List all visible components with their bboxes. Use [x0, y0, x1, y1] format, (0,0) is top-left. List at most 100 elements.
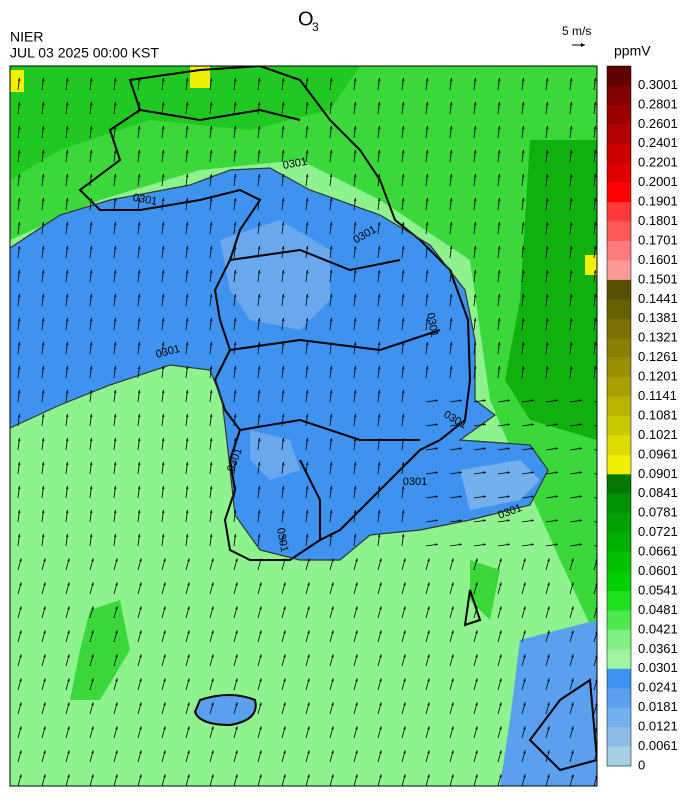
wind-arrowhead	[41, 222, 45, 225]
wind-arrowhead	[401, 246, 405, 249]
wind-arrowhead	[329, 174, 333, 177]
wind-arrowhead	[43, 582, 46, 586]
wind-arrowhead	[499, 726, 502, 730]
wind-arrowhead	[115, 726, 118, 730]
wind-arrowhead	[41, 438, 45, 441]
wind-arrowhead	[137, 222, 141, 225]
wind-arrowhead	[89, 126, 93, 129]
wind-arrowhead	[163, 606, 166, 610]
wind-arrowhead	[89, 198, 93, 201]
wind-arrowhead	[161, 366, 165, 369]
wind-arrowhead	[233, 390, 237, 393]
wind-arrowhead	[137, 126, 141, 129]
wind-arrowhead	[283, 678, 286, 682]
wind-arrowhead	[161, 222, 165, 225]
wind-arrowhead	[161, 246, 165, 249]
field-blue-light	[460, 460, 540, 510]
wind-arrowhead	[89, 366, 93, 369]
wind-arrowhead	[211, 582, 214, 586]
wind-arrowhead	[281, 246, 285, 249]
wind-arrowhead	[91, 774, 94, 778]
wind-arrowhead	[603, 471, 606, 474]
wind-arrowhead	[401, 270, 405, 273]
wind-arrowhead	[523, 630, 526, 634]
wind-arrowhead	[91, 558, 94, 562]
wind-arrowhead	[569, 78, 573, 81]
colorbar-label: 0.1601	[638, 252, 678, 267]
wind-arrowhead	[475, 558, 478, 562]
wind-arrowhead	[578, 471, 582, 474]
wind-arrowhead	[451, 606, 454, 610]
wind-arrowhead	[473, 222, 477, 225]
wind-arrowhead	[497, 270, 501, 273]
wind-arrowhead	[65, 462, 69, 465]
colorbar-label: 0.0781	[638, 505, 678, 520]
wind-arrowhead	[497, 150, 501, 153]
wind-arrowhead	[211, 606, 214, 610]
wind-arrowhead	[41, 462, 45, 465]
wind-arrowhead	[89, 102, 93, 105]
colorbar-label: 0.0301	[638, 660, 678, 675]
wind-arrowhead	[209, 150, 213, 153]
wind-arrowhead	[209, 270, 213, 273]
wind-arrowhead	[209, 174, 213, 177]
wind-arrowhead	[473, 342, 477, 345]
wind-arrowhead	[434, 543, 438, 546]
wind-arrowhead	[187, 582, 190, 586]
wind-arrowhead	[377, 510, 381, 513]
colorbar-bin	[607, 163, 631, 184]
wind-arrowhead	[209, 366, 213, 369]
wind-arrowhead	[569, 270, 573, 273]
wind-arrowhead	[578, 423, 582, 426]
wind-arrowhead	[377, 222, 381, 225]
wind-arrowhead	[523, 582, 526, 586]
colorbar-bin	[607, 513, 631, 534]
wind-arrowhead	[43, 654, 46, 658]
wind-arrowhead	[115, 582, 118, 586]
wind-arrowhead	[377, 438, 381, 441]
wind-arrowhead	[89, 462, 93, 465]
wind-arrowhead	[161, 174, 165, 177]
wind-arrowhead	[235, 750, 238, 754]
wind-arrowhead	[377, 150, 381, 153]
wind-arrowhead	[449, 222, 453, 225]
wind-arrowhead	[259, 582, 262, 586]
wind-arrowhead	[571, 726, 574, 730]
wind-arrowhead	[401, 198, 405, 201]
wind-arrowhead	[139, 702, 142, 706]
wind-arrowhead	[603, 543, 606, 546]
wind-arrowhead	[569, 198, 573, 201]
wind-arrowhead	[43, 774, 46, 778]
wind-arrowhead	[473, 150, 477, 153]
wind-arrowhead	[521, 318, 525, 321]
wind-arrowhead	[377, 270, 381, 273]
wind-arrowhead	[427, 726, 430, 730]
wind-arrowhead	[329, 510, 333, 513]
wind-arrowhead	[89, 342, 93, 345]
wind-arrowhead	[521, 246, 525, 249]
wind-arrow	[593, 401, 597, 403]
wind-arrowhead	[257, 486, 261, 489]
wind-arrowhead	[377, 78, 381, 81]
wind-arrowhead	[89, 534, 93, 537]
colorbar-label: 0.2401	[638, 135, 678, 150]
wind-arrowhead	[257, 462, 261, 465]
wind-arrowhead	[305, 198, 309, 201]
wind-arrowhead	[139, 774, 142, 778]
wind-arrowhead	[65, 102, 69, 105]
wind-arrowhead	[235, 582, 238, 586]
wind-arrowhead	[17, 342, 21, 345]
wind-arrowhead	[499, 654, 502, 658]
wind-arrowhead	[113, 222, 117, 225]
wind-arrowhead	[305, 366, 309, 369]
wind-arrowhead	[475, 726, 478, 730]
wind-arrowhead	[475, 630, 478, 634]
wind-arrowhead	[403, 606, 406, 610]
wind-arrowhead	[307, 750, 310, 754]
wind-arrowhead	[331, 654, 334, 658]
wind-arrowhead	[569, 126, 573, 129]
wind-arrowhead	[593, 102, 597, 105]
wind-arrowhead	[283, 582, 286, 586]
wind-arrowhead	[137, 462, 141, 465]
wind-arrowhead	[329, 342, 333, 345]
